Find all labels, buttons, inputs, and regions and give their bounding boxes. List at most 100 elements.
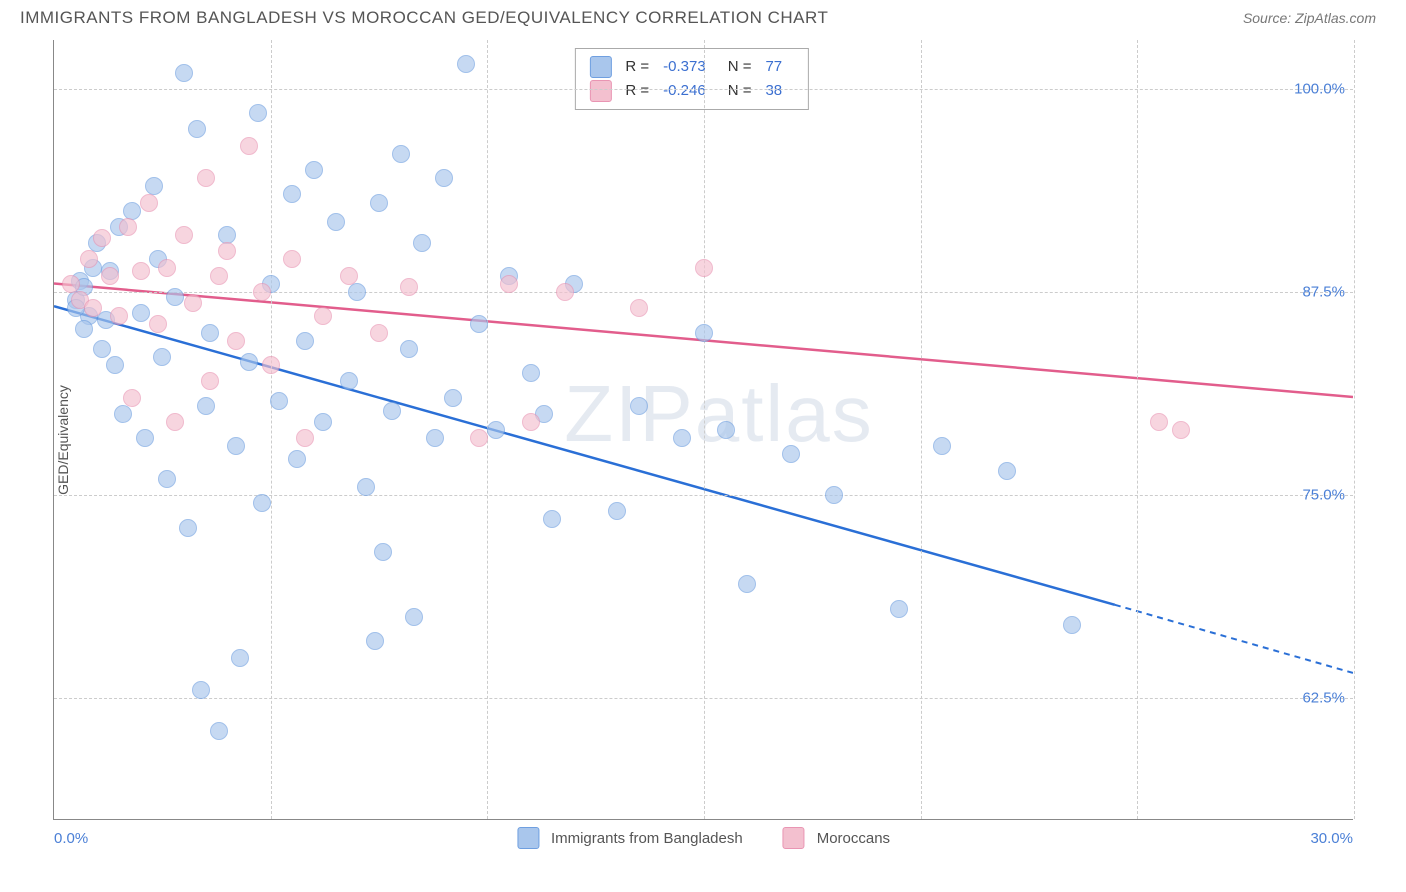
watermark: ZIPatlas: [564, 368, 873, 460]
chart-title: IMMIGRANTS FROM BANGLADESH VS MOROCCAN G…: [20, 8, 828, 28]
scatter-point: [543, 510, 561, 528]
correlation-legend-row: R =-0.246N =38: [589, 79, 794, 103]
scatter-point: [140, 194, 158, 212]
scatter-point: [240, 353, 258, 371]
scatter-point: [80, 250, 98, 268]
scatter-point: [738, 575, 756, 593]
legend-swatch: [517, 827, 539, 849]
scatter-point: [136, 429, 154, 447]
scatter-point: [522, 364, 540, 382]
scatter-point: [166, 288, 184, 306]
scatter-point: [296, 429, 314, 447]
y-tick-label: 75.0%: [1302, 487, 1345, 504]
scatter-point: [210, 267, 228, 285]
scatter-point: [240, 137, 258, 155]
correlation-legend: R = -0.373 N = 77R =-0.246N =38: [574, 48, 809, 110]
scatter-point: [101, 267, 119, 285]
scatter-point: [400, 278, 418, 296]
scatter-point: [106, 356, 124, 374]
x-tick-label-left: 0.0%: [54, 830, 88, 847]
scatter-point: [444, 389, 462, 407]
scatter-point: [84, 299, 102, 317]
watermark-atlas: atlas: [695, 369, 874, 458]
scatter-point: [374, 543, 392, 561]
scatter-point: [305, 161, 323, 179]
chart-container: GED/Equivalency ZIPatlas R =-0.373N =77R…: [20, 40, 1390, 840]
scatter-point: [93, 229, 111, 247]
gridline-v: [704, 40, 705, 819]
scatter-point: [158, 259, 176, 277]
scatter-point: [253, 283, 271, 301]
scatter-point: [426, 429, 444, 447]
gridline-v: [1137, 40, 1138, 819]
trendline-dashed: [1115, 605, 1353, 673]
scatter-point: [184, 294, 202, 312]
r-label: R =: [625, 55, 649, 79]
scatter-point: [890, 600, 908, 618]
scatter-point: [197, 169, 215, 187]
correlation-legend-row: R = -0.373 N = 77: [589, 55, 794, 79]
scatter-point: [119, 218, 137, 236]
r-label: R =: [625, 79, 649, 103]
scatter-point: [270, 392, 288, 410]
scatter-point: [314, 413, 332, 431]
scatter-point: [210, 722, 228, 740]
scatter-point: [630, 397, 648, 415]
scatter-point: [93, 340, 111, 358]
legend-swatch: [589, 56, 611, 78]
scatter-point: [249, 104, 267, 122]
scatter-point: [132, 262, 150, 280]
gridline-v: [921, 40, 922, 819]
legend-swatch: [589, 80, 611, 102]
scatter-point: [197, 397, 215, 415]
scatter-point: [114, 405, 132, 423]
scatter-point: [296, 332, 314, 350]
scatter-point: [695, 259, 713, 277]
scatter-point: [405, 608, 423, 626]
scatter-point: [132, 304, 150, 322]
scatter-point: [630, 299, 648, 317]
scatter-point: [366, 632, 384, 650]
scatter-point: [166, 413, 184, 431]
scatter-point: [262, 356, 280, 374]
x-tick-label-right: 30.0%: [1310, 830, 1353, 847]
legend-label: Immigrants from Bangladesh: [551, 830, 743, 847]
scatter-point: [825, 486, 843, 504]
scatter-point: [231, 649, 249, 667]
scatter-point: [283, 250, 301, 268]
r-value: -0.373: [663, 55, 706, 79]
y-tick-label: 87.5%: [1302, 283, 1345, 300]
gridline-v: [271, 40, 272, 819]
plot-area: ZIPatlas R =-0.373N =77R =-0.246N =38 Im…: [53, 40, 1353, 820]
scatter-point: [435, 169, 453, 187]
scatter-point: [75, 320, 93, 338]
scatter-point: [123, 202, 141, 220]
scatter-point: [1063, 616, 1081, 634]
n-value: 77: [765, 55, 782, 79]
scatter-point: [370, 194, 388, 212]
scatter-point: [253, 494, 271, 512]
series-legend-item: Immigrants from Bangladesh: [517, 827, 743, 849]
scatter-point: [175, 64, 193, 82]
y-tick-label: 62.5%: [1302, 690, 1345, 707]
scatter-point: [933, 437, 951, 455]
scatter-point: [383, 402, 401, 420]
scatter-point: [522, 413, 540, 431]
scatter-point: [457, 55, 475, 73]
scatter-point: [1150, 413, 1168, 431]
scatter-point: [392, 145, 410, 163]
chart-source: Source: ZipAtlas.com: [1243, 10, 1376, 26]
scatter-point: [500, 275, 518, 293]
scatter-point: [123, 389, 141, 407]
scatter-point: [695, 324, 713, 342]
scatter-point: [782, 445, 800, 463]
scatter-point: [998, 462, 1016, 480]
legend-swatch: [783, 827, 805, 849]
scatter-point: [370, 324, 388, 342]
scatter-point: [227, 437, 245, 455]
scatter-point: [149, 315, 167, 333]
n-label: N =: [728, 55, 752, 79]
scatter-point: [470, 429, 488, 447]
scatter-point: [487, 421, 505, 439]
scatter-point: [201, 372, 219, 390]
